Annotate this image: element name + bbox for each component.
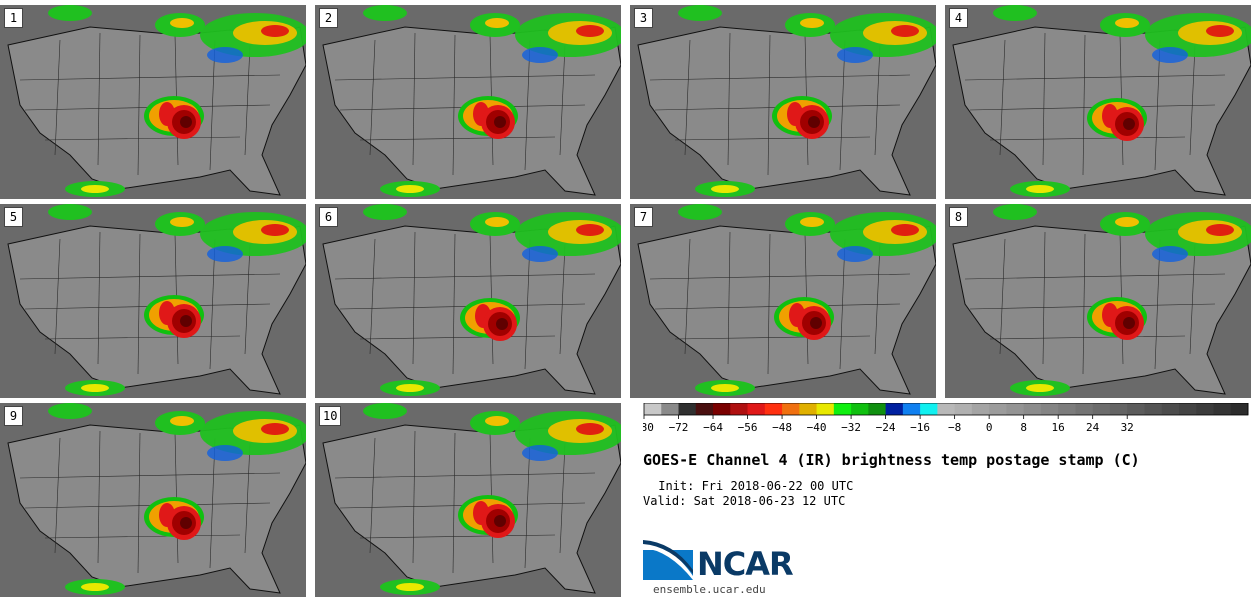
ncar-logo-icon	[643, 540, 693, 580]
colorbar-segment	[1196, 403, 1214, 415]
colorbar-segment	[1075, 403, 1094, 415]
colorbar-tick-label: −8	[948, 421, 961, 434]
colorbar-segment	[1178, 403, 1197, 415]
colorbar-tick-label: −48	[772, 421, 792, 434]
init-time: Init: Fri 2018-06-22 00 UTC	[651, 479, 854, 493]
map-panel-1: 1	[0, 5, 306, 199]
colorbar-tick-label: −64	[703, 421, 723, 434]
colorbar-segment	[1161, 403, 1180, 415]
colorbar-tick-label: −16	[910, 421, 930, 434]
map-panel-9: 9	[0, 403, 306, 597]
colorbar-segment	[885, 403, 904, 415]
colorbar-tick-label: 0	[986, 421, 993, 434]
panel-number-label: 4	[949, 8, 968, 28]
colorbar-segment	[868, 403, 887, 415]
colorbar-segment	[920, 403, 938, 415]
map-panel-7: 7	[630, 204, 936, 398]
figure-title: GOES-E Channel 4 (IR) brightness temp po…	[643, 451, 1140, 469]
colorbar-segment	[764, 403, 783, 415]
map-panel-4: 4	[945, 5, 1251, 199]
colorbar-tick-label: −56	[738, 421, 758, 434]
panel-number-label: 3	[634, 8, 653, 28]
source-url: ensemble.ucar.edu	[653, 583, 766, 596]
panel-number-label: 2	[319, 8, 338, 28]
colorbar-segment	[1092, 403, 1111, 415]
colorbar-segment	[1230, 403, 1249, 415]
colorbar-segment	[1127, 403, 1145, 415]
colorbar-segment	[1109, 403, 1128, 415]
panel-number-label: 5	[4, 207, 23, 227]
colorbar-tick-label: −72	[669, 421, 689, 434]
colorbar-tick-label: −40	[807, 421, 827, 434]
panel-number-label: 7	[634, 207, 653, 227]
colorbar-segment	[1006, 403, 1025, 415]
colorbar-segment	[954, 403, 973, 415]
colorbar-segment	[747, 403, 766, 415]
colorbar-segment	[1058, 403, 1076, 415]
colorbar-segment	[782, 403, 800, 415]
colorbar-segment	[902, 403, 921, 415]
colorbar-segment	[989, 403, 1007, 415]
ncar-logo-text: NCAR	[697, 545, 794, 583]
panel-number-label: 8	[949, 207, 968, 227]
colorbar-segment	[644, 403, 662, 415]
colorbar-segment	[678, 403, 697, 415]
map-panel-10: 10	[315, 403, 621, 597]
colorbar-segment	[1213, 403, 1232, 415]
panel-number-label: 6	[319, 207, 338, 227]
colorbar-segment	[713, 403, 731, 415]
colorbar-tick-label: 32	[1121, 421, 1134, 434]
map-panel-2: 2	[315, 5, 621, 199]
panel-number-label: 9	[4, 406, 23, 426]
colorbar-segment	[833, 403, 852, 415]
map-panel-6: 6	[315, 204, 621, 398]
colorbar-segment	[661, 403, 680, 415]
valid-time: Valid: Sat 2018-06-23 12 UTC	[643, 494, 846, 508]
colorbar-tick-label: 24	[1086, 421, 1100, 434]
colorbar-segment	[851, 403, 869, 415]
colorbar-tick-label: 8	[1020, 421, 1027, 434]
colorbar-segment	[1144, 403, 1163, 415]
colorbar-segment	[937, 403, 956, 415]
map-panel-8: 8	[945, 204, 1251, 398]
colorbar-segment	[799, 403, 818, 415]
panel-number-label: 10	[319, 406, 342, 426]
colorbar-segment	[695, 403, 714, 415]
colorbar-segment	[1040, 403, 1059, 415]
map-panel-5: 5	[0, 204, 306, 398]
colorbar-tick-label: −80	[643, 421, 654, 434]
colorbar-tick-label: 16	[1052, 421, 1065, 434]
colorbar-segment	[730, 403, 749, 415]
map-panel-3: 3	[630, 5, 936, 199]
colorbar-segment	[971, 403, 990, 415]
colorbar-segment	[816, 403, 835, 415]
colorbar-segment	[1023, 403, 1042, 415]
colorbar-tick-label: −24	[876, 421, 896, 434]
panel-number-label: 1	[4, 8, 23, 28]
colorbar-tick-label: −32	[841, 421, 861, 434]
